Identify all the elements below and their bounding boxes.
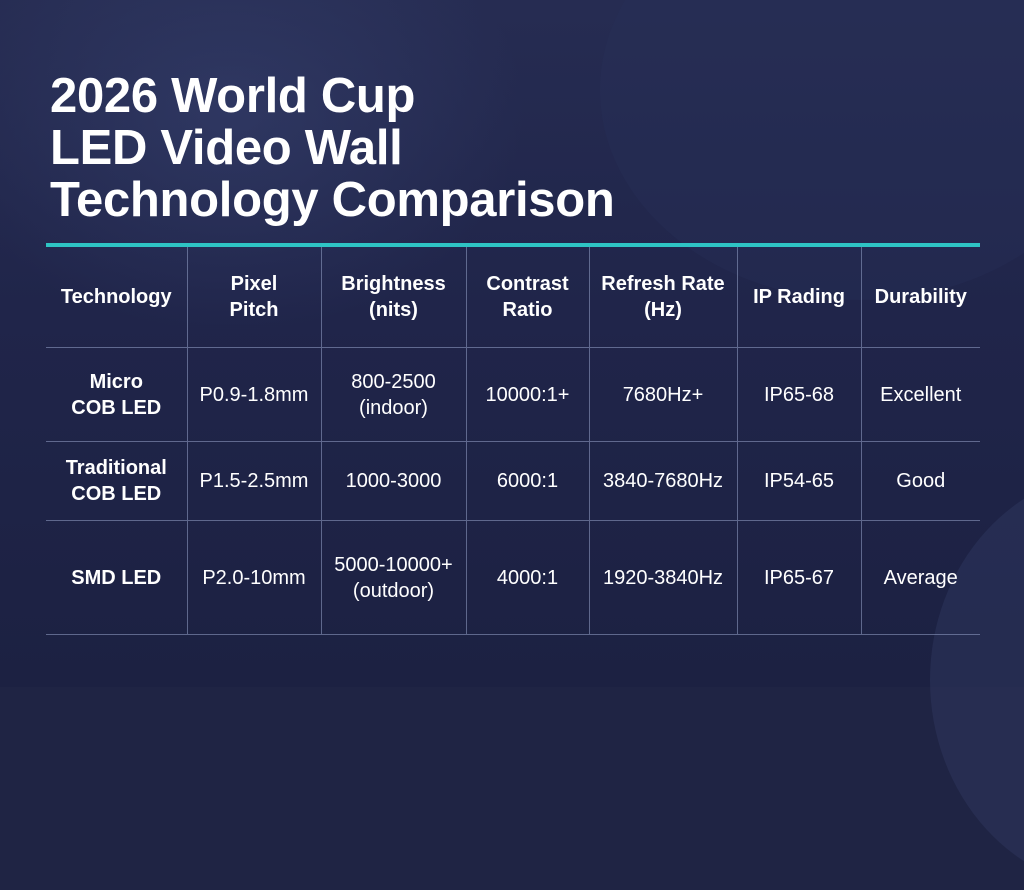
cell-durability: Average xyxy=(860,520,980,635)
cell-pixel-pitch: P1.5-2.5mm xyxy=(186,441,321,521)
header-ip-rating: IP Rading xyxy=(736,247,861,348)
cell-refresh-rate: 7680Hz+ xyxy=(588,347,737,442)
header-technology: Technology xyxy=(46,247,187,348)
cell-technology: Micro COB LED xyxy=(46,347,187,442)
cell-brightness: 800-2500 (indoor) xyxy=(320,347,466,442)
cell-ip-rating: IP65-67 xyxy=(736,520,861,635)
cell-pixel-pitch: P2.0-10mm xyxy=(186,520,321,635)
table-header-row: Technology Pixel Pitch Brightness (nits)… xyxy=(46,247,980,348)
infographic: 2026 World Cup LED Video Wall Technology… xyxy=(46,70,980,635)
cell-contrast-ratio: 4000:1 xyxy=(465,520,589,635)
comparison-table: Technology Pixel Pitch Brightness (nits)… xyxy=(46,247,980,635)
cell-brightness: 5000-10000+ (outdoor) xyxy=(320,520,466,635)
cell-technology: SMD LED xyxy=(46,520,187,635)
cell-technology: Traditional COB LED xyxy=(46,441,187,521)
header-contrast-ratio: Contrast Ratio xyxy=(465,247,589,348)
header-brightness: Brightness (nits) xyxy=(320,247,466,348)
header-pixel-pitch: Pixel Pitch xyxy=(186,247,321,348)
cell-refresh-rate: 3840-7680Hz xyxy=(588,441,737,521)
header-durability: Durability xyxy=(860,247,980,348)
accent-divider xyxy=(46,243,980,247)
page-title: 2026 World Cup LED Video Wall Technology… xyxy=(50,70,615,226)
table-row: SMD LED P2.0-10mm 5000-10000+ (outdoor) … xyxy=(46,520,980,635)
cell-ip-rating: IP65-68 xyxy=(736,347,861,442)
title-line: Technology Comparison xyxy=(50,173,615,227)
cell-brightness: 1000-3000 xyxy=(320,441,466,521)
table-row: Traditional COB LED P1.5-2.5mm 1000-3000… xyxy=(46,441,980,521)
cell-durability: Good xyxy=(860,441,980,521)
cell-refresh-rate: 1920-3840Hz xyxy=(588,520,737,635)
cell-pixel-pitch: P0.9-1.8mm xyxy=(186,347,321,442)
title-line: LED Video Wall xyxy=(50,121,403,175)
cell-contrast-ratio: 10000:1+ xyxy=(465,347,589,442)
title-line: 2026 World Cup xyxy=(50,69,416,123)
table-row: Micro COB LED P0.9-1.8mm 800-2500 (indoo… xyxy=(46,347,980,442)
cell-durability: Excellent xyxy=(860,347,980,442)
header-refresh-rate: Refresh Rate (Hz) xyxy=(588,247,737,348)
cell-contrast-ratio: 6000:1 xyxy=(465,441,589,521)
cell-ip-rating: IP54-65 xyxy=(736,441,861,521)
